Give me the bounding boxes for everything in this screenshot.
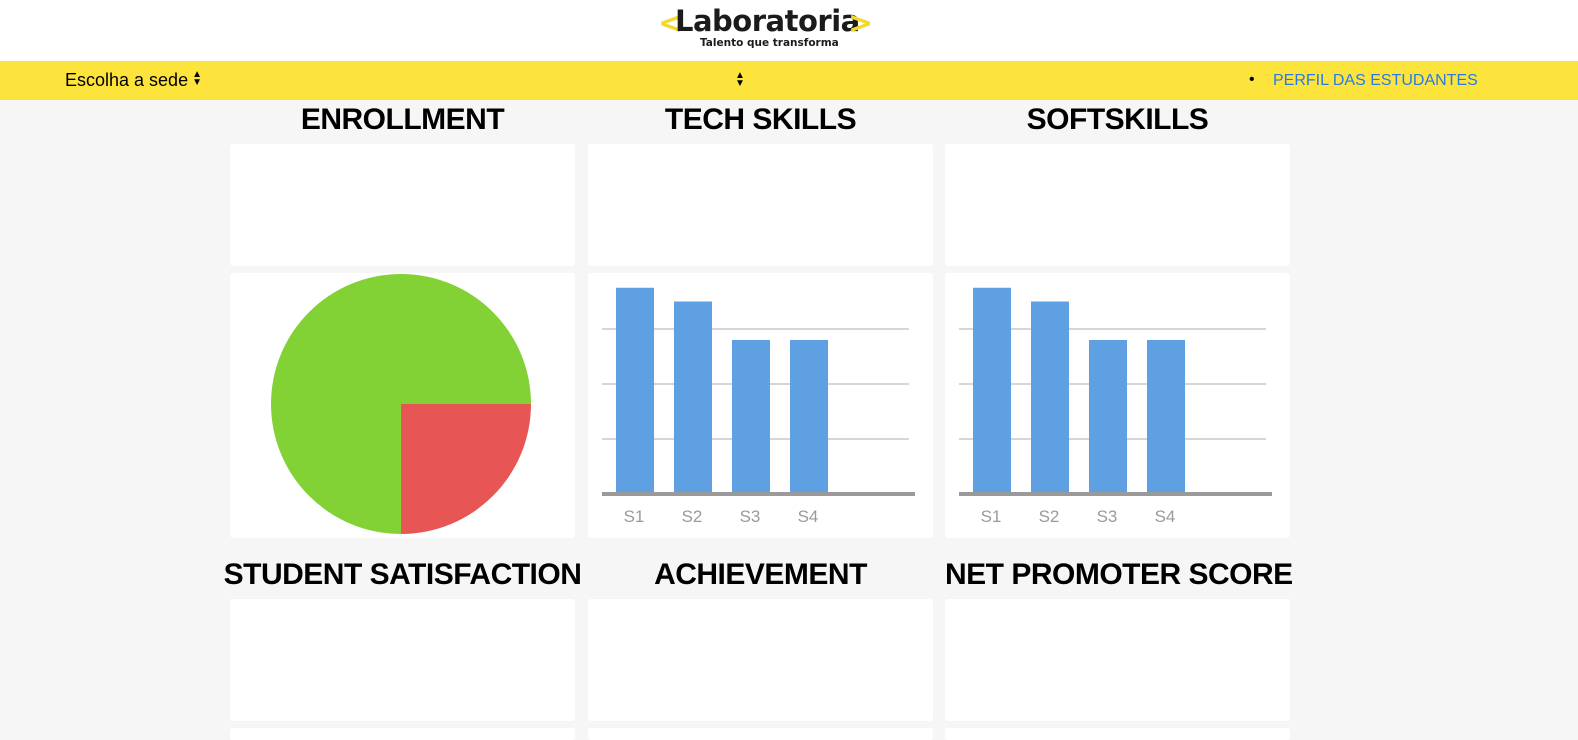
tech-skills-tick-label: S4 bbox=[798, 507, 819, 526]
logo-bracket-right: > bbox=[848, 6, 874, 41]
tech-skills-bar-s2 bbox=[674, 301, 712, 494]
achievement-card bbox=[588, 599, 933, 721]
tech-skills-title: TECH SKILLS bbox=[664, 103, 857, 136]
net-promoter-score-title: NET PROMOTER SCORE bbox=[945, 558, 1293, 591]
tech-skills-tick-label: S3 bbox=[740, 507, 761, 526]
softskills-bar-s4 bbox=[1147, 340, 1185, 494]
achievement-title: ACHIEVEMENT bbox=[654, 558, 867, 591]
softskills-bar-s3 bbox=[1089, 340, 1127, 494]
header: < Laboratoria > Talento que transforma bbox=[0, 0, 1578, 61]
tech-skills-bar-s4 bbox=[790, 340, 828, 494]
nav-bullet: • bbox=[1249, 71, 1255, 88]
softskills-tick-label: S2 bbox=[1039, 507, 1060, 526]
select-arrows-icon: ▲ ▼ bbox=[192, 69, 202, 89]
laboratoria-logo[interactable]: < Laboratoria > Talento que transforma bbox=[658, 4, 873, 56]
logo-tagline: Talento que transforma bbox=[700, 37, 839, 49]
net-promoter-score-card bbox=[945, 599, 1290, 721]
student-satisfaction-title: STUDENT SATISFACTION bbox=[223, 558, 582, 591]
tech-skills-bar-chart: S1 S2 S3 S4 bbox=[602, 287, 915, 526]
perfil-estudantes-link[interactable]: PERFIL DAS ESTUDANTES bbox=[1273, 72, 1478, 89]
softskills-tick-label: S4 bbox=[1155, 507, 1176, 526]
navbar: Escolha a sede ▲ ▼ ▲ ▼ • PERFIL DAS ESTUDAN… bbox=[0, 61, 1578, 100]
softskills-bar-s2 bbox=[1031, 301, 1069, 494]
softskills-chart-card: S1 S2 S3 S4 bbox=[945, 273, 1290, 538]
tech-skills-bar-s3 bbox=[732, 340, 770, 494]
tech-skills-chart-card: S1 S2 S3 S4 bbox=[588, 273, 933, 538]
softskills-bar-s1 bbox=[973, 287, 1011, 494]
student-satisfaction-card bbox=[230, 599, 575, 721]
select-arrows-icon: ▲ ▼ bbox=[735, 69, 745, 89]
net-promoter-score-chart-card bbox=[945, 728, 1290, 740]
generation-select[interactable]: ▲ ▼ bbox=[735, 69, 749, 91]
enrollment-chart-card bbox=[230, 273, 575, 538]
logo-bracket-left: < bbox=[658, 6, 684, 41]
tech-skills-tick-label: S2 bbox=[682, 507, 703, 526]
enrollment-pie-chart bbox=[271, 274, 531, 534]
softskills-title: SOFTSKILLS bbox=[1026, 103, 1209, 136]
logo-name: Laboratoria bbox=[675, 4, 860, 38]
pie-slice-2 bbox=[401, 404, 531, 534]
achievement-chart-card bbox=[588, 728, 933, 740]
softskills-bar-chart: S1 S2 S3 S4 bbox=[959, 287, 1272, 526]
softskills-tick-label: S3 bbox=[1097, 507, 1118, 526]
tech-skills-stats-card bbox=[588, 144, 933, 266]
enrollment-title: ENROLLMENT bbox=[300, 103, 505, 136]
enrollment-stats-card bbox=[230, 144, 575, 266]
softskills-stats-card bbox=[945, 144, 1290, 266]
softskills-tick-label: S1 bbox=[981, 507, 1002, 526]
sede-select[interactable]: Escolha a sede ▲ ▼ bbox=[65, 70, 202, 91]
sede-select-label: Escolha a sede bbox=[65, 70, 189, 90]
tech-skills-bar-s1 bbox=[616, 287, 654, 494]
student-satisfaction-chart-card bbox=[230, 728, 575, 740]
tech-skills-tick-label: S1 bbox=[624, 507, 645, 526]
